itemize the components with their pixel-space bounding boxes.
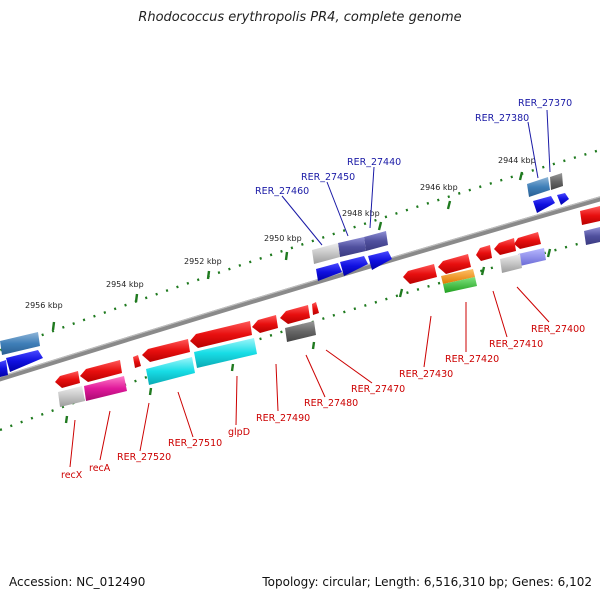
gene-reca[interactable] xyxy=(84,376,127,401)
gene-blue-4[interactable] xyxy=(340,256,368,276)
gene-blue-3[interactable] xyxy=(316,263,342,281)
gene-rer27460[interactable] xyxy=(312,243,340,264)
scale-ticks-reverse xyxy=(64,248,552,424)
gene-reca-red[interactable] xyxy=(80,360,122,382)
forward-leader-lines xyxy=(281,109,551,246)
gene-rer27410[interactable] xyxy=(500,254,522,273)
gene-label-glpd[interactable]: glpD xyxy=(228,427,250,438)
gene-blue-left[interactable] xyxy=(6,350,43,372)
gene-label-rer27490[interactable]: RER_27490 xyxy=(256,413,310,424)
gene-blue-left-2[interactable] xyxy=(0,360,8,377)
map-title: Rhodococcus erythropolis PR4, complete g… xyxy=(138,10,462,25)
reverse-scale-track xyxy=(0,236,600,432)
gene-label-rer27380[interactable]: RER_27380 xyxy=(475,113,529,124)
gene-blue-1[interactable] xyxy=(533,196,555,213)
gene-red-d[interactable] xyxy=(403,264,437,284)
accession-text: Accession: NC_012490 xyxy=(9,575,146,589)
gene-rer27420-orange[interactable] xyxy=(441,269,475,284)
gene-forward-red-right[interactable] xyxy=(580,206,600,225)
gene-glpd[interactable] xyxy=(194,338,257,368)
scale-label-2952: 2952 kbp xyxy=(184,257,222,266)
gene-rer27440[interactable] xyxy=(364,231,388,251)
scale-label-2944: 2944 kbp xyxy=(498,156,536,165)
gene-label-rer27470[interactable]: RER_27470 xyxy=(351,384,405,395)
gene-recx[interactable] xyxy=(58,386,85,407)
gene-rer27490[interactable] xyxy=(190,321,252,348)
genome-backbone xyxy=(0,196,600,382)
gene-label-rer27400[interactable]: RER_27400 xyxy=(531,324,585,335)
gene-label-rer27420[interactable]: RER_27420 xyxy=(445,354,499,365)
scale-ticks-forward xyxy=(51,171,524,331)
gene-rer27470[interactable] xyxy=(280,305,310,324)
scale-label-2946: 2946 kbp xyxy=(420,183,458,192)
genome-summary-text: Topology: circular; Length: 6,516,310 bp… xyxy=(262,575,592,589)
gene-rer27520[interactable] xyxy=(133,355,141,368)
reverse-leader-lines xyxy=(69,286,550,468)
gene-label-rer27370[interactable]: RER_27370 xyxy=(518,98,572,109)
scale-label-2950: 2950 kbp xyxy=(264,234,302,243)
reverse-genes xyxy=(55,232,546,407)
gene-label-rer27480[interactable]: RER_27480 xyxy=(304,398,358,409)
scale-label-2954: 2954 kbp xyxy=(106,280,144,289)
gene-label-rer27430[interactable]: RER_27430 xyxy=(399,369,453,380)
gene-blue-5[interactable] xyxy=(368,251,392,270)
gene-label-recx[interactable]: recX xyxy=(61,470,83,481)
gene-label-rer27410[interactable]: RER_27410 xyxy=(489,339,543,350)
gene-red-c[interactable] xyxy=(476,245,492,261)
gene-label-rer27510[interactable]: RER_27510 xyxy=(168,438,222,449)
gene-rer27510[interactable] xyxy=(142,339,190,362)
gene-recx-red[interactable] xyxy=(55,371,80,388)
gene-red-b[interactable] xyxy=(494,238,516,255)
gene-rer27380[interactable] xyxy=(527,177,550,197)
scale-label-2956: 2956 kbp xyxy=(25,301,63,310)
gene-red-small[interactable] xyxy=(312,302,319,315)
gene-rer27420-green[interactable] xyxy=(443,277,477,293)
gene-rer27370[interactable] xyxy=(550,173,563,190)
gene-steel-left[interactable] xyxy=(0,332,40,355)
gene-rer27430[interactable] xyxy=(438,254,471,274)
gene-rer27450[interactable] xyxy=(338,237,366,257)
gene-red-a[interactable] xyxy=(514,232,541,249)
gene-label-reca[interactable]: recA xyxy=(89,463,111,474)
gene-label-rer27460[interactable]: RER_27460 xyxy=(255,186,309,197)
scale-label-2948: 2948 kbp xyxy=(342,209,380,218)
gene-rer27400[interactable] xyxy=(518,248,546,266)
gene-forward-purple-right[interactable] xyxy=(584,227,600,245)
gene-blue-2[interactable] xyxy=(557,193,569,205)
gene-label-rer27520[interactable]: RER_27520 xyxy=(117,452,171,463)
gene-rer27480[interactable] xyxy=(285,321,316,342)
gene-red-e[interactable] xyxy=(252,315,278,333)
genome-backbone-highlight xyxy=(0,196,600,378)
gene-label-rer27450[interactable]: RER_27450 xyxy=(301,172,355,183)
gene-rer27510-cyan[interactable] xyxy=(146,357,195,385)
gene-label-rer27440[interactable]: RER_27440 xyxy=(347,157,401,168)
forward-genes xyxy=(0,173,600,377)
